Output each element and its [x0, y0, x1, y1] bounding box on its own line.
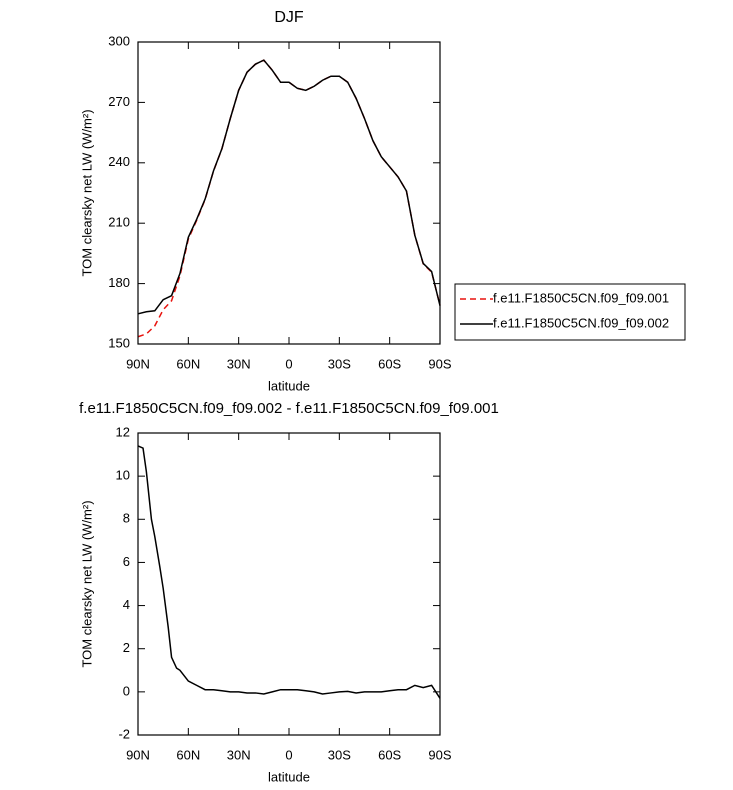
legend-label: f.e11.F1850C5CN.f09_f09.001 — [493, 290, 669, 305]
legend-box — [454, 283, 686, 341]
x-tick-label: 0 — [285, 356, 292, 371]
y-tick-label: -2 — [118, 726, 130, 741]
x-tick-label: 0 — [285, 747, 292, 762]
x-tick-label: 30N — [227, 356, 251, 371]
y-tick-label: 4 — [123, 597, 130, 612]
x-tick-label: 60S — [378, 356, 401, 371]
x-tick-label: 30N — [227, 747, 251, 762]
y-tick-label: 240 — [108, 154, 130, 169]
y-tick-label: 270 — [108, 94, 130, 109]
y-tick-label: 180 — [108, 275, 130, 290]
plot-frame — [137, 41, 441, 345]
x-axis-label: latitude — [268, 378, 310, 393]
x-tick-label: 90S — [428, 356, 451, 371]
data-line — [137, 59, 441, 338]
plot-frame — [137, 432, 441, 736]
y-tick-label: 2 — [123, 640, 130, 655]
x-tick-label: 90N — [126, 356, 150, 371]
y-tick-label: 10 — [116, 468, 130, 483]
y-tick-label: 8 — [123, 511, 130, 526]
data-line — [137, 59, 441, 315]
y-tick-label: 12 — [116, 424, 130, 439]
x-tick-label: 30S — [328, 356, 351, 371]
x-tick-label: 30S — [328, 747, 351, 762]
x-tick-label: 60S — [378, 747, 401, 762]
chart-title: DJF — [274, 9, 304, 26]
y-tick-label: 0 — [123, 683, 130, 698]
x-tick-label: 60N — [176, 747, 200, 762]
x-tick-label: 90S — [428, 747, 451, 762]
y-axis-label: TOM clearsky net LW (W/m²) — [79, 500, 94, 667]
y-tick-label: 300 — [108, 33, 130, 48]
y-tick-label: 210 — [108, 215, 130, 230]
y-tick-label: 6 — [123, 554, 130, 569]
chart-title: f.e11.F1850C5CN.f09_f09.002 - f.e11.F185… — [79, 400, 499, 417]
legend-label: f.e11.F1850C5CN.f09_f09.002 — [493, 315, 669, 330]
x-axis-label: latitude — [268, 769, 310, 784]
x-tick-label: 60N — [176, 356, 200, 371]
y-axis-label: TOM clearsky net LW (W/m²) — [79, 109, 94, 276]
y-tick-label: 150 — [108, 335, 130, 350]
data-line — [137, 445, 441, 699]
x-tick-label: 90N — [126, 747, 150, 762]
